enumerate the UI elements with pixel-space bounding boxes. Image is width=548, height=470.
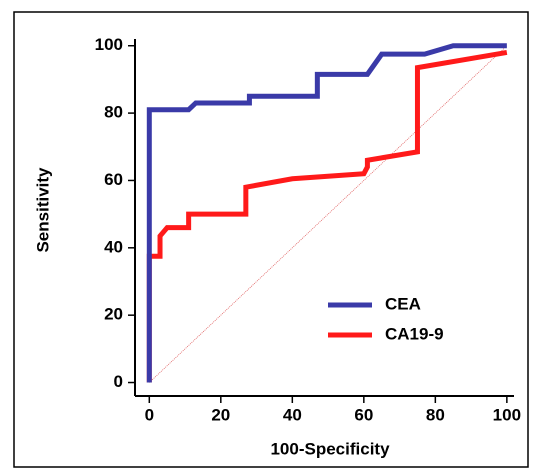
y-tick-label: 60 [104,170,123,189]
y-tick-label: 100 [95,35,123,54]
x-tick-label: 60 [354,405,373,424]
y-tick-label: 20 [104,305,123,324]
y-tick-label: 0 [114,372,123,391]
x-tick-label: 100 [493,405,521,424]
legend-label: CEA [385,294,421,313]
x-tick-label: 40 [283,405,302,424]
legend-label: CA19-9 [385,324,444,343]
x-axis-label: 100-Specificity [270,439,390,458]
series-line [146,50,508,383]
y-axis-label: Sensitivity [33,167,52,253]
x-tick-label: 20 [211,405,230,424]
series-line [146,43,507,383]
frame [13,11,529,468]
y-tick-label: 40 [104,237,123,256]
x-tick-label: 0 [145,405,154,424]
y-tick-label: 80 [104,103,123,122]
x-tick-label: 80 [426,405,445,424]
